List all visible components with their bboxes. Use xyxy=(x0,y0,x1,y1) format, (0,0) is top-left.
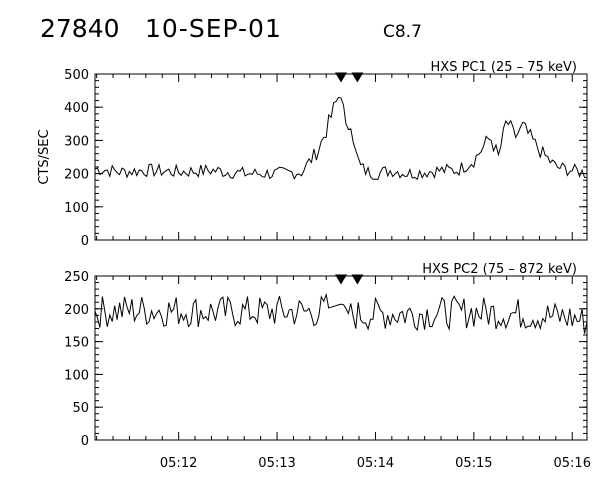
interval-marker-end xyxy=(351,274,364,285)
goes-class: C8.7 xyxy=(383,22,422,42)
panel-title: HXS PC1 (25 – 75 keV) xyxy=(431,60,577,75)
event-date: 10-SEP-01 xyxy=(145,14,282,43)
y-tick-label: 150 xyxy=(64,336,89,351)
x-tick-label: 05:14 xyxy=(357,456,394,471)
y-tick-label: 400 xyxy=(64,101,89,116)
y-tick-label: 250 xyxy=(64,270,89,285)
x-tick-label: 05:16 xyxy=(554,456,591,471)
y-tick-label: 500 xyxy=(64,68,89,83)
y-tick-label: 100 xyxy=(64,368,89,383)
plot-frame-2 xyxy=(94,275,588,441)
y-tick-label: 200 xyxy=(64,168,89,183)
y-tick-label: 200 xyxy=(64,303,89,318)
y-tick-label: 100 xyxy=(64,201,89,216)
x-tick-label: 05:15 xyxy=(455,456,492,471)
series-line-2 xyxy=(94,292,588,334)
y-tick-label: 50 xyxy=(72,401,89,416)
y-tick-label: 0 xyxy=(81,234,89,249)
panel-title: HXS PC2 (75 – 872 keV) xyxy=(422,262,577,277)
series-line-1 xyxy=(94,96,588,181)
y-tick-label: 0 xyxy=(81,434,89,449)
interval-marker-start xyxy=(335,274,347,285)
x-tick-label: 05:13 xyxy=(258,456,295,471)
event-id: 27840 xyxy=(40,14,120,43)
x-tick-label: 05:12 xyxy=(160,456,197,471)
interval-marker-start xyxy=(335,72,347,83)
y-tick-label: 300 xyxy=(64,134,89,149)
y-axis-label: CTS/SEC xyxy=(37,129,52,184)
interval-marker-end xyxy=(351,72,364,83)
